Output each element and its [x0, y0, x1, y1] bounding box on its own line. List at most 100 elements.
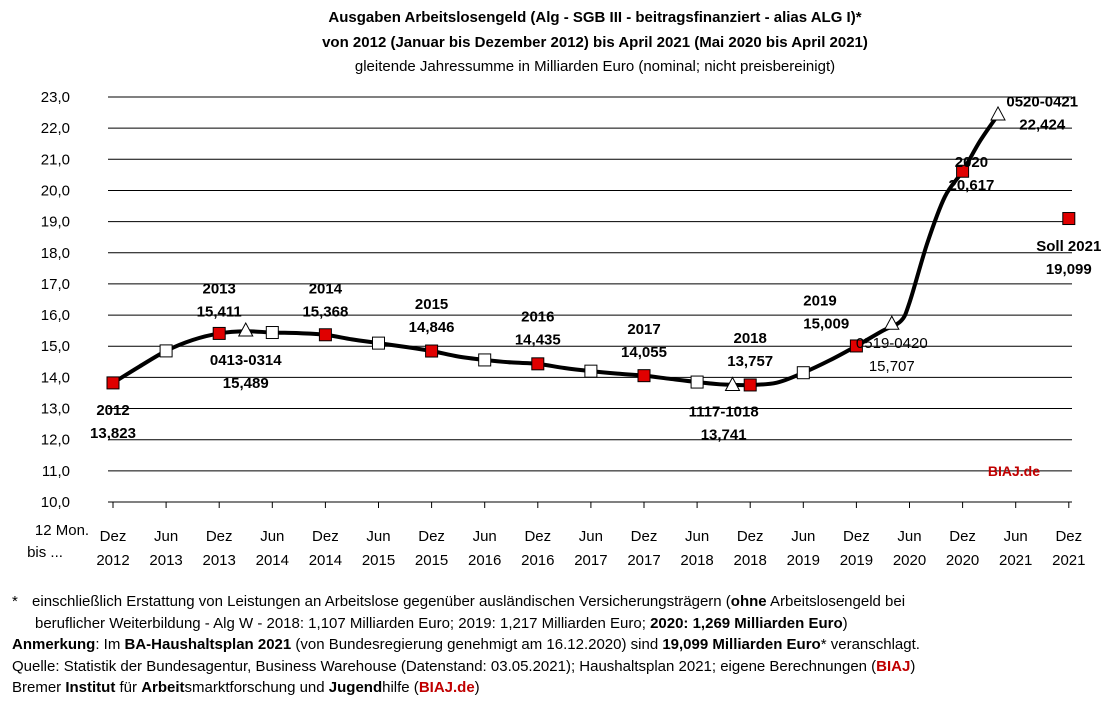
institute-text-e: smarktforschung und: [184, 679, 329, 696]
x-tick-label-month: Jun: [685, 528, 709, 545]
x-tick-label-month: Jun: [791, 528, 815, 545]
chart-title-line-2: von 2012 (Januar bis Dezember 2012) bis …: [322, 34, 868, 51]
institute-text-b: Institut: [65, 679, 116, 696]
marker-red-square: [849, 339, 863, 353]
x-tick-label-year: 2021: [999, 552, 1032, 569]
x-tick-label-month: Dez: [843, 528, 870, 545]
data-label: 2012: [96, 402, 129, 419]
marker-white-square: [584, 364, 598, 378]
institute-text-c: für: [115, 679, 142, 696]
x-tick-label-year: 2018: [680, 552, 713, 569]
line-chart: 10,0 11,0 12,0 13,0 14,0 15,0 16,0 17,0 18,0 19,0…: [27, 89, 1101, 569]
y-tick-label: 18,0: [41, 245, 70, 262]
x-tick-label-month: Jun: [154, 528, 178, 545]
x-tick-label-year: 2018: [734, 552, 767, 569]
chart-subtitle: gleitende Jahressumme in Milliarden Euro…: [354, 58, 836, 75]
marker-red-square: [212, 326, 226, 340]
y-tick-label: 13,0: [41, 401, 70, 418]
marker-white-square: [265, 326, 279, 340]
footnote-star-line-2: beruflicher Weiterbildung - Alg W - 2018…: [12, 613, 1112, 635]
institute-link[interactable]: BIAJ.de: [418, 679, 475, 696]
x-tick-label-year: 2015: [362, 552, 395, 569]
x-tick-label-year: 2014: [309, 552, 342, 569]
data-label: 13,757: [727, 353, 773, 370]
institute-text-g: hilfe (: [382, 679, 419, 696]
x-tick-label-year: 2016: [468, 552, 501, 569]
marker-white-square: [478, 353, 492, 367]
data-label: 2014: [309, 280, 343, 297]
data-label: 1117-1018: [689, 403, 759, 420]
data-label: 15,009: [803, 316, 849, 333]
marker-red-square: [318, 328, 332, 342]
x-tick-label-month: Jun: [366, 528, 390, 545]
data-label: 2017: [627, 321, 660, 338]
data-label: 13,823: [90, 425, 136, 442]
annotation-line: Anmerkung: Im BA-Haushaltsplan 2021 (von…: [12, 634, 1112, 656]
x-tick-label-month: Jun: [897, 528, 921, 545]
x-tick-label-year: 2017: [574, 552, 607, 569]
source-text-a: Quelle: Statistik der Bundesagentur, Bus…: [12, 657, 877, 675]
y-tick-label: 12,0: [41, 432, 70, 449]
institute-text-a: Bremer: [12, 679, 66, 696]
x-tick-label-year: 2014: [256, 552, 289, 569]
x-tick-label-month: Dez: [737, 528, 764, 545]
y-tick-label: 22,0: [41, 120, 70, 137]
y-tick-label: 21,0: [41, 151, 70, 168]
institute-text-i: ): [474, 679, 480, 696]
footnote-text-b: ohne: [730, 593, 767, 610]
x-tick-label-year: 2013: [149, 552, 182, 569]
x-tick-label-year: 2021: [1052, 552, 1085, 569]
y-tick-label: 16,0: [41, 307, 70, 324]
marker-white-square: [796, 366, 810, 380]
footnotes: * einschließlich Erstattung von Leistung…: [12, 591, 1112, 699]
annotation-text-b: BA-Haushaltsplan 2021: [124, 636, 292, 653]
annotation-text-c: (von Bundesregierung genehmigt am 16.12.…: [291, 636, 663, 653]
x-tick-label-month: Jun: [1004, 528, 1028, 545]
x-tick-label-year: 2020: [893, 552, 926, 569]
x-tick-label-month: Dez: [631, 528, 658, 545]
marker-red-square: [425, 344, 439, 358]
x-tick-label-month: Dez: [206, 528, 233, 545]
data-label: 2013: [203, 280, 236, 297]
data-label: 2018: [734, 330, 767, 347]
marker-triangle: [724, 376, 741, 391]
x-tick-label-month: Jun: [473, 528, 497, 545]
marker-red-square: [531, 357, 545, 371]
data-label: 14,435: [515, 331, 561, 348]
y-tick-label: 14,0: [41, 369, 70, 386]
marker-red-square: [956, 164, 970, 178]
x-tick-label-month: Dez: [949, 528, 976, 545]
source-text-c: ): [910, 657, 916, 675]
data-label: 15,411: [197, 303, 242, 320]
data-label: Soll 2021: [1036, 238, 1101, 255]
institute-text-f: Jugend: [328, 679, 383, 696]
source-biaj: BIAJ: [876, 657, 911, 675]
x-tick-label-year: 2017: [627, 552, 660, 569]
y-tick-label: 19,0: [41, 214, 70, 231]
data-label: 2015: [415, 296, 448, 313]
x-tick-label-year: 2020: [946, 552, 979, 569]
data-label: 2020: [955, 154, 988, 171]
x-tick-label-year: 2012: [96, 552, 129, 569]
data-label: 2016: [521, 308, 554, 325]
marker-triangle: [990, 105, 1006, 121]
y-tick-label: 23,0: [41, 89, 70, 106]
marker-red-square: [106, 376, 120, 390]
y-tick-label: 15,0: [41, 338, 70, 355]
marker-red-square: [1062, 212, 1076, 226]
y-tick-label: 10,0: [41, 494, 70, 511]
institute-text-d: Arbeit: [141, 679, 185, 696]
footnote-text-c: Arbeitslosengeld bei: [766, 593, 906, 610]
x-tick-label-month: Dez: [1055, 528, 1082, 545]
annotation-text-e: * veranschlagt.: [820, 636, 920, 653]
source-line: Quelle: Statistik der Bundesagentur, Bus…: [12, 656, 1112, 678]
marker-red-square: [743, 378, 757, 392]
x-axis-prefix-line-1: 12 Mon.: [35, 522, 89, 539]
marker-triangle: [237, 321, 254, 337]
data-label: 13,741: [701, 426, 747, 443]
annotation-text-d: 19,099 Milliarden Euro: [662, 636, 821, 653]
data-label: 14,846: [409, 319, 455, 336]
marker-white-square: [372, 336, 385, 350]
y-tick-label: 11,0: [42, 463, 70, 480]
y-tick-label: 20,0: [41, 182, 70, 199]
